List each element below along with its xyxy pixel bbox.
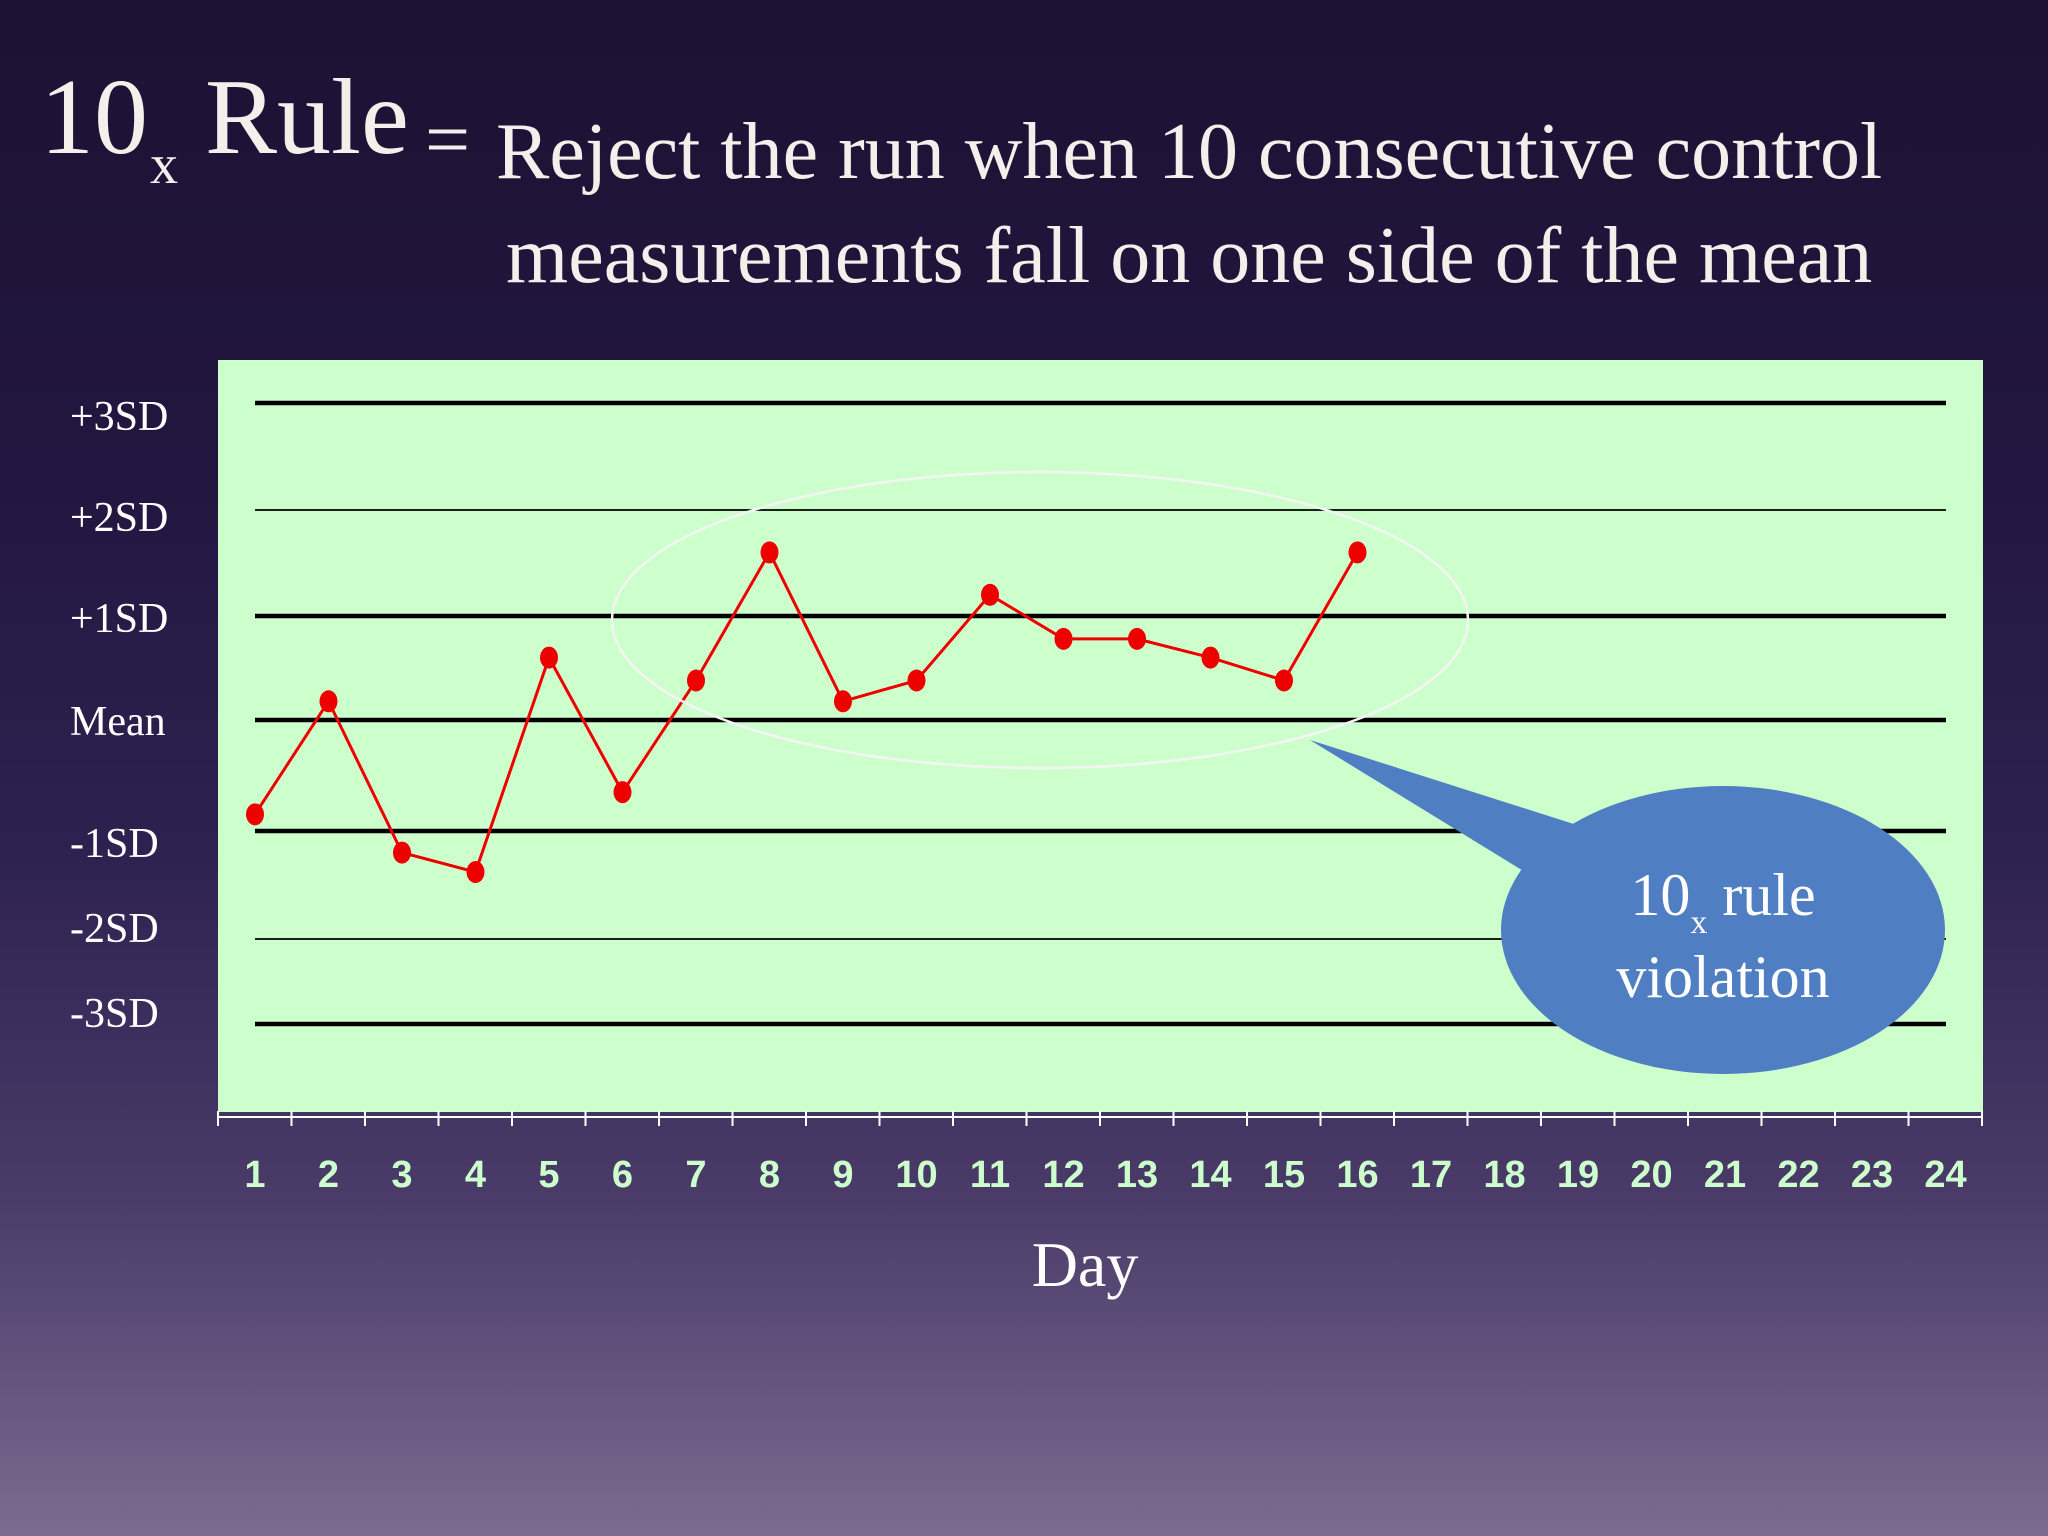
rule-description: Reject the run when 10 consecutive contr… [496, 100, 1882, 308]
callout-bubble [1501, 786, 1945, 1074]
x-tick-label: 8 [759, 1154, 780, 1196]
callout-text-word: rule [1707, 862, 1815, 928]
x-tick-label: 9 [832, 1154, 853, 1196]
data-point [834, 690, 852, 713]
y-axis-label: +3SD [70, 394, 168, 440]
data-point [466, 861, 485, 884]
y-axis-label: +2SD [70, 495, 168, 541]
rule-title: 10x Rule [40, 64, 409, 194]
x-tick-label: 12 [1042, 1154, 1084, 1196]
data-point [246, 803, 264, 826]
x-tick-label: 10 [895, 1154, 937, 1196]
x-tick-label: 1 [244, 1154, 265, 1196]
x-tick-label: 14 [1189, 1154, 1231, 1196]
callout-text-line-2: violation [1616, 944, 1829, 1010]
data-point [1054, 627, 1073, 650]
x-tick-label: 6 [612, 1154, 633, 1196]
x-tick-label: 2 [318, 1154, 339, 1196]
data-point [319, 690, 338, 713]
data-point [540, 646, 558, 669]
x-tick-label: 13 [1116, 1154, 1158, 1196]
y-axis-label: -2SD [70, 906, 159, 952]
data-point [1128, 627, 1146, 650]
data-point [393, 841, 411, 864]
x-tick-label: 7 [685, 1154, 706, 1196]
data-point [613, 781, 632, 804]
y-axis-labels: +3SD +2SD +1SD Mean -1SD -2SD -3SD [70, 394, 168, 1037]
data-point [981, 583, 999, 606]
y-axis-label: Mean [70, 699, 166, 745]
x-axis-ticks [217, 1111, 1983, 1126]
x-tick-label: 24 [1924, 1154, 1966, 1196]
y-axis-label: -1SD [70, 821, 159, 867]
data-point [907, 669, 926, 692]
x-tick-label: 19 [1557, 1154, 1599, 1196]
data-point [687, 669, 705, 692]
rule-description-line-2: measurements fall on one side of the mea… [506, 212, 1873, 300]
callout-tail [1310, 740, 1580, 872]
data-point [760, 541, 779, 564]
data-point [1348, 541, 1367, 564]
x-tick-label: 11 [970, 1154, 1010, 1196]
rule-title-subscript: x [150, 134, 178, 196]
data-point [1275, 669, 1293, 692]
title-equals-sign: = [425, 96, 471, 184]
x-axis-tick-labels: 1 2 3 4 5 6 7 8 9 10 11 12 13 14 15 16 17 18 19 20 21 22 23 24 [244, 1154, 1966, 1196]
rule-description-line-1: Reject the run when 10 consecutive contr… [496, 108, 1883, 196]
sd-reference-lines [255, 400, 1946, 1027]
data-point [1201, 646, 1220, 669]
x-tick-label: 3 [391, 1154, 412, 1196]
rule-title-number: 10 [40, 58, 148, 177]
rule-title-word: Rule [178, 58, 409, 177]
x-tick-label: 5 [538, 1154, 559, 1196]
x-tick-label: 23 [1851, 1154, 1893, 1196]
y-axis-label: -3SD [70, 991, 159, 1037]
callout-text-subscript: x [1690, 904, 1707, 941]
x-tick-label: 21 [1704, 1154, 1746, 1196]
x-tick-label: 15 [1263, 1154, 1305, 1196]
callout-text-number: 10 [1630, 862, 1690, 928]
x-tick-label: 18 [1483, 1154, 1525, 1196]
x-tick-label: 20 [1630, 1154, 1672, 1196]
series-line [253, 549, 1359, 874]
x-tick-label: 17 [1410, 1154, 1452, 1196]
violation-highlight-ellipse [610, 470, 1470, 770]
x-tick-label: 16 [1336, 1154, 1378, 1196]
y-axis-label: +1SD [70, 596, 168, 642]
x-tick-label: 22 [1777, 1154, 1819, 1196]
series-line-group [246, 541, 1367, 884]
x-axis-title: Day [1032, 1229, 1139, 1300]
x-tick-label: 4 [465, 1154, 486, 1196]
callout-text-line-1: 10x rule [1630, 862, 1815, 941]
